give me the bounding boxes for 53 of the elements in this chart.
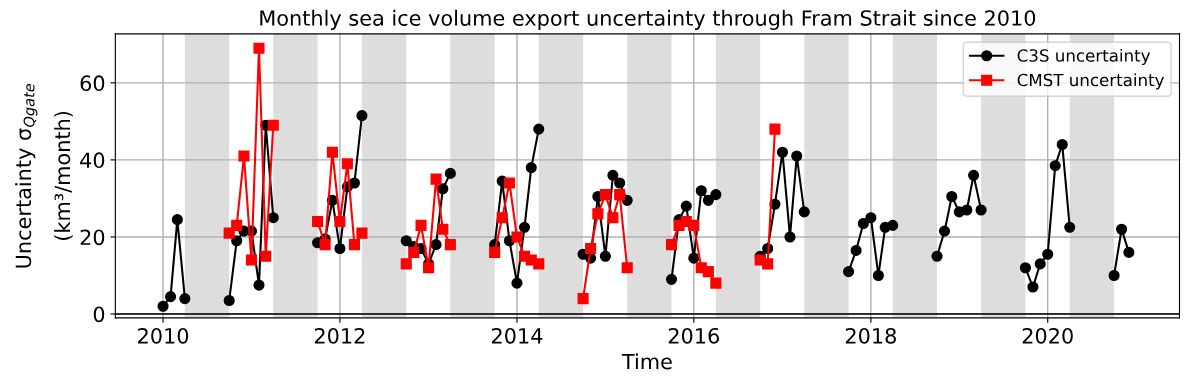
point xyxy=(341,158,353,170)
point xyxy=(348,239,360,251)
point xyxy=(592,208,604,220)
point xyxy=(430,173,442,185)
point xyxy=(511,231,523,243)
point xyxy=(607,212,619,224)
point xyxy=(408,246,420,258)
point xyxy=(231,219,243,231)
point xyxy=(599,189,611,201)
legend-label: C3S uncertainty xyxy=(1017,48,1151,66)
point xyxy=(415,219,427,231)
point xyxy=(489,246,501,258)
point xyxy=(496,212,508,224)
point xyxy=(702,266,714,278)
point xyxy=(665,239,678,251)
y-tick-label: 60 xyxy=(80,75,105,92)
y-tick-label: 20 xyxy=(80,229,105,246)
point xyxy=(533,258,545,270)
y-axis-title: Uncertainty σ$_{Qgate}$ (km³/month) xyxy=(15,83,73,268)
point xyxy=(444,239,456,251)
x-tick-label: 2020 xyxy=(1022,327,1073,344)
chart-title: Monthly sea ice volume export uncertainty through Fram Strait since 2010 xyxy=(260,9,1036,30)
x-tick-label: 2012 xyxy=(314,327,365,344)
point xyxy=(422,262,435,274)
x-tick-label: 2014 xyxy=(491,327,543,344)
point xyxy=(356,227,368,239)
point xyxy=(267,119,279,131)
point xyxy=(334,215,346,228)
x-tick-label: 2010 xyxy=(138,327,189,344)
point xyxy=(319,239,331,251)
point xyxy=(688,219,700,231)
point xyxy=(577,293,589,305)
x-tick-label: 2018 xyxy=(845,327,896,344)
point xyxy=(769,123,781,135)
point xyxy=(400,258,412,270)
x-tick-label: 2016 xyxy=(668,327,719,344)
y-tick-label: 40 xyxy=(80,152,105,169)
point xyxy=(312,215,324,228)
point xyxy=(253,42,265,54)
point xyxy=(245,254,258,266)
point xyxy=(614,189,626,201)
point xyxy=(326,146,338,158)
y-tick-label: 0 xyxy=(93,306,105,323)
point xyxy=(260,250,272,262)
point xyxy=(585,242,597,255)
point xyxy=(437,223,449,235)
point xyxy=(762,258,774,270)
point xyxy=(621,262,633,274)
x-axis-title: Time xyxy=(621,353,672,370)
point xyxy=(503,177,516,189)
point xyxy=(710,277,722,289)
point xyxy=(238,150,250,162)
legend-label: CMST uncertainty xyxy=(1017,73,1164,90)
